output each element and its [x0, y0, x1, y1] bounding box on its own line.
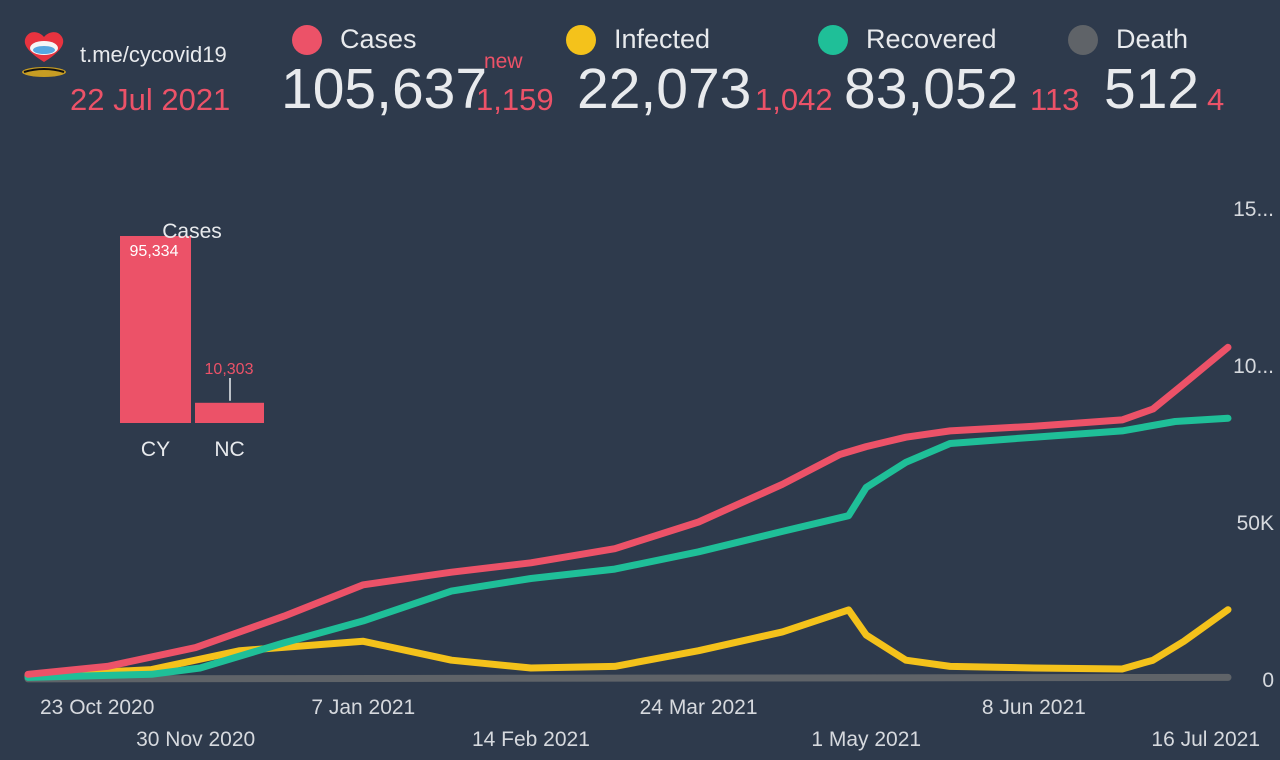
death-dot-icon: [1068, 24, 1098, 55]
recovered-new: 113: [1030, 82, 1080, 117]
legend-death: Death: [1068, 24, 1188, 55]
x-tick-label: 23 Oct 2020: [40, 696, 154, 719]
recovered-dot-icon: [818, 24, 848, 55]
bar-cy: [120, 236, 191, 423]
x-tick-label: 24 Mar 2021: [640, 696, 758, 719]
x-tick-label: 7 Jan 2021: [311, 696, 415, 719]
recovered-total: 83,052: [844, 57, 1019, 121]
new-label: new: [484, 50, 523, 73]
y-tick-label: 10...: [1233, 355, 1274, 378]
recovered-label: Recovered: [866, 24, 997, 54]
series-line-death: [24, 673, 1232, 683]
cases-dot-icon: [292, 24, 322, 55]
bar-category-label: NC: [214, 438, 244, 461]
legend-infected: Infected: [566, 24, 710, 55]
report-date: 22 Jul 2021: [70, 82, 231, 117]
x-tick-label: 1 May 2021: [811, 728, 921, 751]
bar-category-label: CY: [141, 438, 170, 461]
y-tick-label: 0: [1262, 669, 1274, 692]
death-label: Death: [1116, 24, 1189, 54]
bar-value-label: 95,334: [130, 243, 179, 260]
infected-label: Infected: [614, 24, 711, 54]
death-total: 512: [1104, 57, 1200, 121]
x-tick-label: 30 Nov 2020: [136, 728, 255, 751]
cyprus-heart-logo-icon: [22, 32, 66, 77]
legend-cases: Cases: [292, 24, 417, 55]
bar-value-label: 10,303: [205, 361, 254, 378]
x-tick-label: 14 Feb 2021: [472, 728, 590, 751]
cases-new: 1,159: [476, 82, 554, 117]
infected-total: 22,073: [577, 57, 752, 121]
cases-label: Cases: [340, 24, 417, 54]
death-new: 4: [1207, 82, 1225, 117]
series-line-cases: [24, 343, 1232, 678]
bar-title: Cases: [162, 220, 222, 243]
y-tick-label: 15...: [1233, 198, 1274, 221]
infected-new: 1,042: [755, 82, 833, 117]
x-tick-label: 8 Jun 2021: [982, 696, 1086, 719]
cases-total: 105,637: [281, 57, 488, 121]
infected-dot-icon: [566, 24, 596, 55]
x-tick-label: 16 Jul 2021: [1151, 728, 1260, 751]
channel-link[interactable]: t.me/cycovid19: [80, 42, 227, 67]
y-tick-label: 50K: [1237, 512, 1274, 535]
legend-recovered: Recovered: [818, 24, 997, 55]
bar-nc: [195, 402, 264, 423]
series-line-recovered: [24, 414, 1232, 681]
series-line-infected: [24, 606, 1232, 680]
